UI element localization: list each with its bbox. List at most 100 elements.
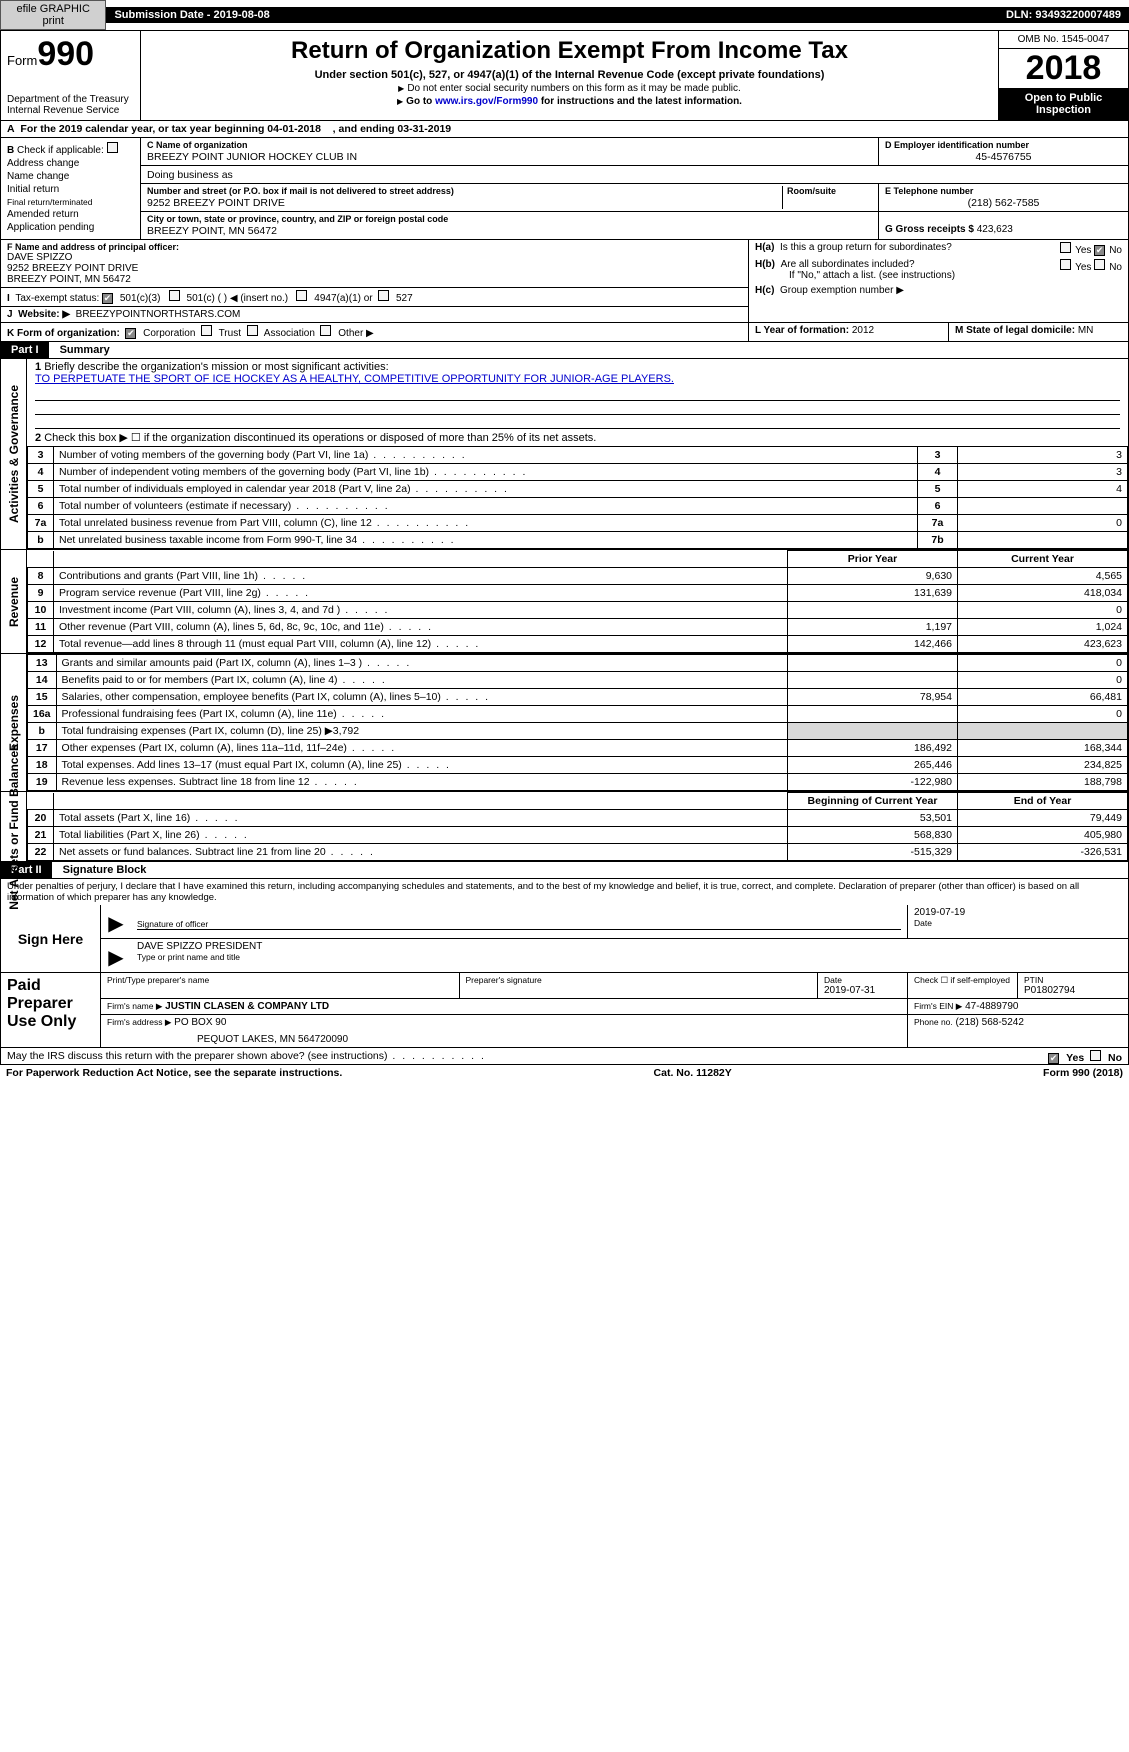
form-label: Form: [7, 53, 37, 68]
i-opt2: 501(c) ( ) ◀ (insert no.): [187, 293, 289, 304]
tax-year: 2018: [999, 49, 1128, 88]
chk-lbl: Application pending: [7, 222, 94, 233]
form-number-big: 990: [37, 35, 94, 73]
line-no: 5: [28, 481, 54, 498]
irs-link[interactable]: www.irs.gov/Form990: [435, 96, 538, 107]
cb-4947[interactable]: [296, 290, 307, 301]
cb-other[interactable]: [320, 325, 331, 336]
ptin: P01802794: [1024, 985, 1122, 996]
cb-hb-yes[interactable]: [1060, 259, 1071, 270]
sign-date: 2019-07-19: [914, 907, 1122, 918]
city-lbl: City or town, state or province, country…: [147, 214, 872, 224]
row-a-pre: For the 2019 calendar year, or tax year …: [20, 123, 267, 135]
prep-name-lbl: Print/Type preparer's name: [107, 975, 453, 985]
cb-hb-no[interactable]: [1094, 259, 1105, 270]
chk-address[interactable]: Address change: [7, 158, 134, 169]
line-desc: Net unrelated business taxable income fr…: [54, 532, 918, 549]
line-no: 3: [28, 447, 54, 464]
part-ii-title: Signature Block: [55, 864, 147, 876]
prior-year-val: 131,639: [788, 585, 958, 602]
table-row: 6Total number of volunteers (estimate if…: [28, 498, 1128, 515]
date-lbl: Date: [914, 918, 1122, 928]
line-val: 3: [958, 464, 1128, 481]
cb-trust[interactable]: [201, 325, 212, 336]
cb-discuss-yes[interactable]: ✔: [1048, 1053, 1059, 1064]
chk-initial[interactable]: Initial return: [7, 184, 134, 195]
mission-text[interactable]: TO PERPETUATE THE SPORT OF ICE HOCKEY AS…: [35, 373, 674, 385]
inspect2: Inspection: [1003, 104, 1124, 116]
rev-table: Prior Year Current Year 8Contributions a…: [27, 550, 1128, 653]
cb-ha-yes[interactable]: [1060, 242, 1071, 253]
current-year-val: 234,825: [958, 757, 1128, 774]
line-no: 9: [28, 585, 54, 602]
line-no: 7a: [28, 515, 54, 532]
line-desc: Total assets (Part X, line 16): [54, 810, 788, 827]
line-box: 7a: [918, 515, 958, 532]
part-i-title: Summary: [52, 344, 110, 356]
cb-corp[interactable]: ✔: [125, 328, 136, 339]
dln: DLN: 93493220007489: [1006, 9, 1121, 21]
cb-discuss-no[interactable]: [1090, 1050, 1101, 1061]
officer-name: DAVE SPIZZO PRESIDENT: [137, 941, 1122, 952]
table-row: 12Total revenue—add lines 8 through 11 (…: [28, 636, 1128, 653]
firm-addr2: PEQUOT LAKES, MN 564720090: [197, 1034, 901, 1045]
table-row: 7aTotal unrelated business revenue from …: [28, 515, 1128, 532]
vtab-rev-text: Revenue: [7, 576, 21, 626]
i-lbl: Tax-exempt status:: [15, 293, 99, 304]
shaded-cell: [788, 723, 958, 740]
header-mid: Return of Organization Exempt From Incom…: [141, 31, 998, 120]
chk-name[interactable]: Name change: [7, 171, 134, 182]
note2-post: for instructions and the latest informat…: [538, 96, 742, 107]
line-desc: Total number of volunteers (estimate if …: [54, 498, 918, 515]
line-desc: Total unrelated business revenue from Pa…: [54, 515, 918, 532]
line-no: 20: [28, 810, 54, 827]
q2-txt: Check this box ▶ ☐ if the organization d…: [44, 432, 596, 444]
checkbox-icon[interactable]: [107, 142, 118, 153]
line-no: 18: [28, 757, 57, 774]
form-number: Form990: [7, 35, 134, 74]
row-i: I Tax-exempt status: ✔ 501(c)(3) 501(c) …: [1, 288, 748, 307]
b-label: B: [7, 145, 14, 156]
line-no: 14: [28, 672, 57, 689]
current-year-val: 0: [958, 602, 1128, 619]
chk-amended[interactable]: Amended return: [7, 209, 134, 220]
chk-lbl: Address change: [7, 158, 79, 169]
street-lbl: Number and street (or P.O. box if mail i…: [147, 186, 782, 196]
row-klm: K Form of organization: ✔ Corporation Tr…: [0, 323, 1129, 342]
chk-lbl: Name change: [7, 171, 69, 182]
row-a: A For the 2019 calendar year, or tax yea…: [0, 121, 1129, 138]
prior-year-val: -122,980: [788, 774, 958, 791]
prep-date: 2019-07-31: [824, 985, 901, 996]
phone: (218) 568-5242: [956, 1017, 1024, 1028]
pycy-header-row: Prior Year Current Year: [28, 551, 1128, 568]
exp-table: 13Grants and similar amounts paid (Part …: [27, 654, 1128, 791]
no-lbl: No: [1109, 245, 1122, 256]
cb-527[interactable]: [378, 290, 389, 301]
arrow-icon: ▶: [101, 905, 131, 938]
chk-final[interactable]: Final return/terminated: [7, 197, 134, 207]
arrow-icon: ▶: [101, 939, 131, 972]
net-table: Beginning of Current Year End of Year 20…: [27, 792, 1128, 861]
line-box: 5: [918, 481, 958, 498]
yes-lbl: Yes: [1075, 245, 1091, 256]
inspect1: Open to Public: [1003, 92, 1124, 104]
cb-501c[interactable]: [169, 290, 180, 301]
block-bcd: B Check if applicable: Address change Na…: [0, 138, 1129, 240]
paid-preparer-block: Paid Preparer Use Only Print/Type prepar…: [0, 973, 1129, 1048]
cb-assoc[interactable]: [247, 325, 258, 336]
efile-print-button[interactable]: efile GRAPHIC print: [0, 0, 106, 30]
cb-501c3[interactable]: ✔: [102, 293, 113, 304]
current-year-val: 1,024: [958, 619, 1128, 636]
part-ii-bar: Part II Signature Block: [0, 862, 1129, 879]
line-desc: Total expenses. Add lines 13–17 (must eq…: [56, 757, 787, 774]
tel-lbl: E Telephone number: [885, 186, 1122, 196]
line-no: 19: [28, 774, 57, 791]
current-year-val: 188,798: [958, 774, 1128, 791]
cb-ha-no[interactable]: ✔: [1094, 245, 1105, 256]
dept-line2: Internal Revenue Service: [7, 105, 134, 116]
shaded-cell: [958, 723, 1128, 740]
sig-of-officer-lbl: Signature of officer: [137, 919, 901, 930]
chk-pending[interactable]: Application pending: [7, 222, 134, 233]
line-no: 13: [28, 655, 57, 672]
l-lbl: L Year of formation:: [755, 325, 849, 336]
